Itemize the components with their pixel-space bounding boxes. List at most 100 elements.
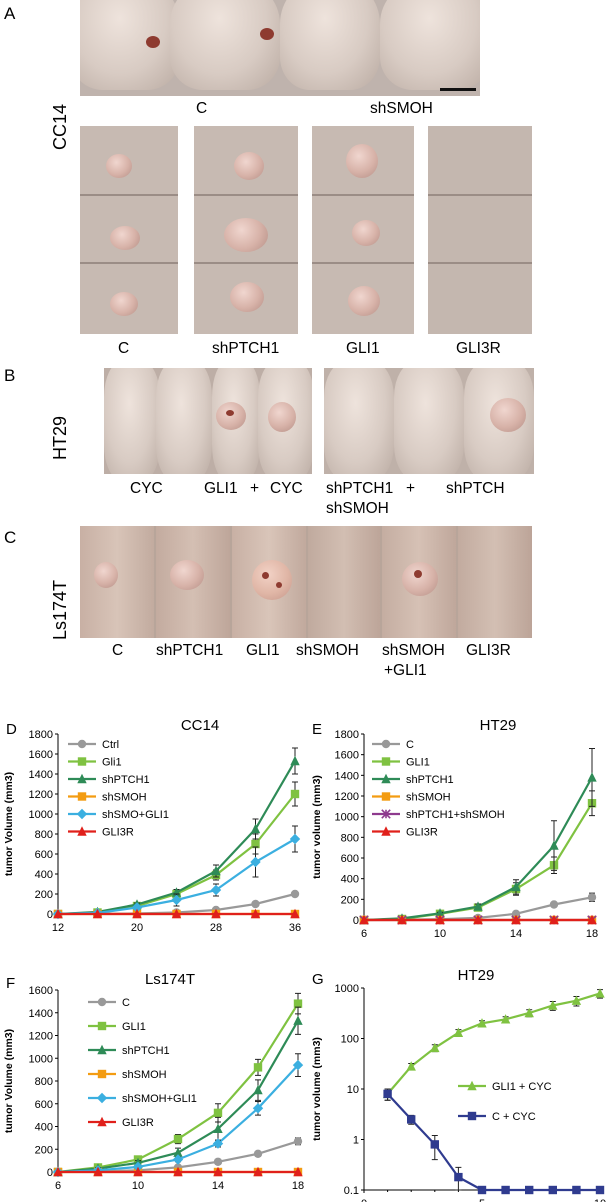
y-tick-label: 1200 bbox=[29, 789, 53, 801]
y-tick-label: 1000 bbox=[29, 1053, 53, 1065]
data-point bbox=[397, 914, 407, 925]
y-tick-label: 1000 bbox=[335, 812, 359, 824]
tumor-scar bbox=[260, 28, 274, 40]
legend-entry: GLI3R bbox=[88, 1116, 154, 1129]
data-point bbox=[213, 1166, 223, 1177]
mouse bbox=[104, 368, 160, 474]
data-point bbox=[511, 914, 521, 925]
label-gli1: GLI1 bbox=[246, 642, 280, 659]
y-tick-label: 1000 bbox=[335, 983, 359, 995]
data-point bbox=[173, 1166, 183, 1177]
row-label-ht29: HT29 bbox=[50, 415, 70, 460]
legend-label: GLI1 bbox=[122, 1021, 146, 1033]
y-tick-label: 1800 bbox=[335, 729, 359, 741]
data-point bbox=[132, 908, 142, 919]
legend-entry: shSMOH bbox=[372, 792, 451, 804]
tumor bbox=[234, 152, 264, 180]
data-point bbox=[293, 999, 303, 1008]
legend-label: Ctrl bbox=[102, 739, 119, 751]
x-tick-label: 6 bbox=[361, 928, 367, 940]
data-point bbox=[293, 1015, 303, 1025]
label-gli3r: GLI3R bbox=[466, 642, 511, 659]
legend-label: shPTCH1 bbox=[102, 774, 150, 786]
x-tick-label: 10 bbox=[594, 1198, 606, 1202]
legend-label: shSMOH bbox=[406, 792, 451, 804]
legend-entry: GLI1 bbox=[372, 757, 430, 769]
tumor bbox=[402, 562, 438, 596]
scale-bar bbox=[440, 88, 476, 91]
y-tick-label: 1000 bbox=[29, 809, 53, 821]
y-tick-label: 400 bbox=[341, 874, 359, 886]
data-point bbox=[290, 789, 300, 799]
x-tick-label: 36 bbox=[289, 922, 301, 934]
chart-g: G HT29 0.1 1 10 100 1000 0 5 10 tumor volume (mm3)… bbox=[311, 967, 606, 1202]
series-line bbox=[386, 1093, 600, 1192]
y-axis-label: tumor Volume (mm3) bbox=[3, 772, 15, 876]
label-gli1: GLI1 bbox=[346, 340, 380, 357]
legend-marker bbox=[96, 1092, 108, 1104]
x-tick-label: 6 bbox=[55, 1180, 61, 1192]
data-point bbox=[251, 899, 260, 909]
data-point bbox=[213, 1108, 223, 1118]
legend-marker bbox=[76, 808, 88, 820]
label-c: C bbox=[196, 100, 208, 117]
y-axis-label: tumor volume (mm3) bbox=[311, 775, 323, 879]
legend-entry: GLI3R bbox=[68, 826, 134, 839]
fold bbox=[194, 262, 298, 264]
legend-entry: shPTCH1+shSMOH bbox=[372, 809, 505, 821]
y-tick-label: 1400 bbox=[29, 1008, 53, 1020]
label-shptch1: shPTCH1 bbox=[326, 480, 394, 497]
tumor bbox=[490, 398, 526, 432]
y-tick-label: 600 bbox=[35, 849, 53, 861]
row-label-ls174t: Ls174T bbox=[50, 579, 70, 640]
legend-entry: GLI1 bbox=[88, 1021, 146, 1033]
legend-entry: shSMO+GLI1 bbox=[68, 808, 169, 821]
data-point bbox=[435, 914, 445, 925]
label-plus: + bbox=[406, 480, 416, 497]
y-tick-label: 200 bbox=[35, 1144, 53, 1156]
legend-entry: GLI1 + CYC bbox=[458, 1080, 552, 1093]
data-point bbox=[250, 908, 261, 919]
y-tick-label: 800 bbox=[341, 832, 359, 844]
tumor bbox=[170, 560, 204, 590]
photo-cc14-gli1 bbox=[312, 126, 414, 334]
chart-d: D CC14 0 200 400 600 800 1000 1200 1400 1600 1800 12… bbox=[3, 717, 301, 934]
tumor bbox=[110, 292, 138, 316]
data-point bbox=[290, 889, 300, 899]
data-point bbox=[407, 1115, 416, 1124]
data-point bbox=[525, 1185, 534, 1195]
y-tick-label: 400 bbox=[35, 1122, 53, 1134]
mouse bbox=[280, 0, 380, 90]
fold bbox=[80, 262, 178, 264]
data-point bbox=[250, 856, 261, 868]
legend-label: GLI3R bbox=[102, 827, 134, 839]
tumor-scar bbox=[276, 582, 282, 588]
data-point bbox=[92, 908, 103, 919]
data-point bbox=[293, 1137, 303, 1146]
fold bbox=[80, 194, 178, 196]
label-shsmoh: shSMOH bbox=[326, 500, 389, 517]
data-point bbox=[171, 894, 182, 906]
photo-ht29-right bbox=[324, 368, 534, 474]
legend-entry: shSMOH+GLI1 bbox=[88, 1092, 197, 1105]
tumor bbox=[348, 286, 380, 316]
data-point bbox=[213, 1123, 223, 1133]
label-plus: + bbox=[250, 480, 260, 497]
tumor bbox=[216, 402, 246, 430]
legend-entry: C bbox=[372, 739, 414, 751]
data-point bbox=[211, 865, 221, 876]
tumor-scar bbox=[414, 570, 422, 578]
data-point bbox=[289, 833, 301, 845]
label-shsmoh: shSMOH bbox=[296, 642, 359, 659]
legend-label: shSMO+GLI1 bbox=[102, 809, 169, 821]
data-point bbox=[250, 823, 261, 834]
legend-label: shSMOH bbox=[122, 1069, 167, 1081]
legend-label: C bbox=[122, 997, 130, 1009]
mouse bbox=[80, 0, 180, 90]
legend-marker bbox=[381, 739, 391, 749]
series-gli3r bbox=[53, 908, 300, 919]
legend-marker bbox=[467, 1080, 477, 1091]
chart-letter: E bbox=[312, 721, 322, 738]
photo-ht29-left bbox=[104, 368, 312, 474]
marker-stroke bbox=[381, 809, 391, 819]
